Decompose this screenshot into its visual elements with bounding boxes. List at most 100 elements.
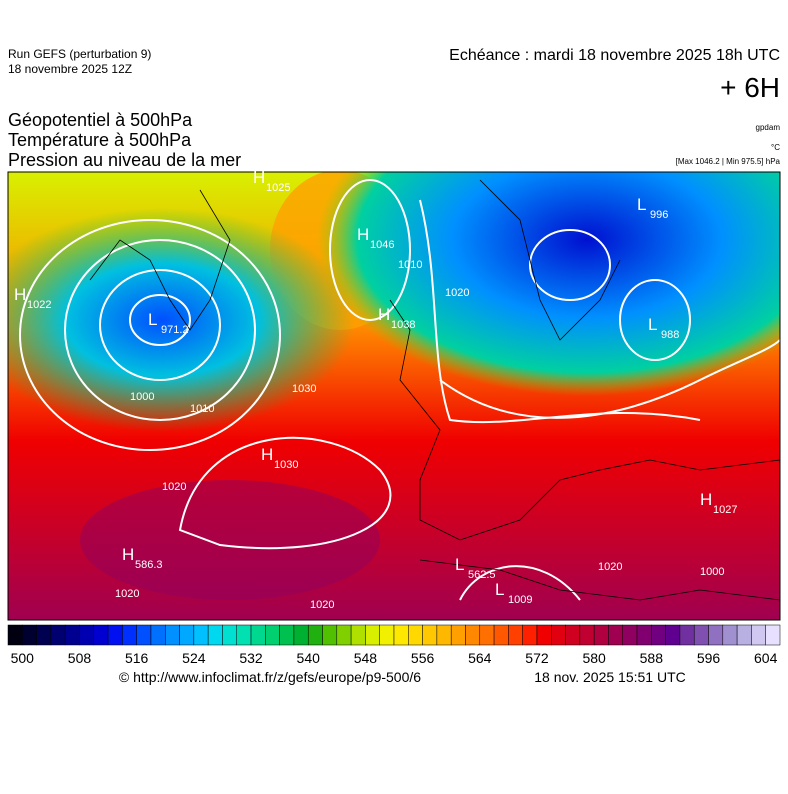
- map: [8, 172, 780, 620]
- unit: °C: [771, 143, 780, 152]
- field: Pression au niveau de la mer: [8, 150, 241, 170]
- colorbar-swatch: [179, 624, 195, 646]
- source: © http://www.infoclimat.fr/z/gefs/europe…: [119, 669, 421, 685]
- center-value: 1027: [713, 504, 737, 516]
- center-symbol: H: [122, 545, 134, 564]
- colorbar-swatch: [522, 624, 538, 646]
- colorbar-tick-label: 556: [411, 650, 435, 666]
- colorbar-swatch: [79, 624, 95, 646]
- colorbar-swatch: [122, 624, 137, 646]
- colorbar-swatch: [265, 624, 280, 646]
- colorbar-tick-label: 580: [582, 650, 606, 666]
- colorbar-swatch: [751, 624, 766, 646]
- center-value: 971.2: [161, 324, 189, 336]
- center-value: 586.3: [135, 559, 163, 571]
- colorbar-tick-label: 508: [68, 650, 92, 666]
- colorbar-swatch: [722, 624, 738, 646]
- colorbar-swatch: [465, 624, 481, 646]
- contour-label: 1000: [130, 391, 154, 403]
- colorbar-swatch: [693, 624, 709, 646]
- colorbar-tick-label: 548: [354, 650, 378, 666]
- colorbar-tick-label: 524: [182, 650, 206, 666]
- colorbar-swatch: [293, 624, 309, 646]
- colorbar-swatch: [222, 624, 237, 646]
- colorbar-tick-label: 516: [125, 650, 149, 666]
- colorbar-swatch: [665, 624, 681, 646]
- contour-label: 1030: [292, 383, 316, 395]
- contour-label: 1020: [115, 588, 139, 600]
- center-symbol: L: [495, 580, 504, 599]
- center-symbol: L: [648, 315, 657, 334]
- center-value: 1009: [508, 594, 532, 606]
- colorbar-swatch: [736, 624, 752, 646]
- colorbar-swatch: [422, 624, 438, 646]
- colorbar-swatch: [250, 624, 266, 646]
- colorbar-swatch: [608, 624, 623, 646]
- contour-label: 1020: [445, 287, 469, 299]
- contour-label: 1020: [310, 599, 334, 611]
- colorbar-swatch: [136, 624, 152, 646]
- colorbar-swatch: [207, 624, 223, 646]
- colorbar-swatch: [336, 624, 352, 646]
- colorbar-tick-label: 564: [468, 650, 492, 666]
- colorbar-swatch: [236, 624, 252, 646]
- center-symbol: L: [455, 555, 464, 574]
- colorbar-swatch: [579, 624, 595, 646]
- center-value: 562.5: [468, 569, 496, 581]
- center-symbol: H: [14, 285, 26, 304]
- contour-label: 1000: [700, 566, 724, 578]
- colorbar-swatch: [365, 624, 380, 646]
- colorbar-swatch: [165, 624, 180, 646]
- contour-label: 1020: [598, 561, 622, 573]
- colorbar-tick-label: 540: [297, 650, 321, 666]
- contour-label: 1020: [162, 481, 186, 493]
- center-value: 1025: [266, 182, 290, 194]
- colorbar-swatch: [150, 624, 166, 646]
- colorbar-swatch: [479, 624, 495, 646]
- colorbar-swatch: [450, 624, 466, 646]
- field: Température à 500hPa: [8, 130, 192, 150]
- map-frame: [7, 171, 781, 621]
- center-value: 988: [661, 329, 679, 341]
- center-symbol: H: [357, 225, 369, 244]
- colorbar-swatch: [565, 624, 581, 646]
- colorbar-swatch: [322, 624, 338, 646]
- colorbar-swatch: [408, 624, 423, 646]
- contour-label: 1010: [398, 259, 422, 271]
- center-symbol: H: [700, 490, 712, 509]
- colorbar-swatch: [107, 624, 123, 646]
- colorbar-swatch: [93, 624, 109, 646]
- colorbar-swatch: [493, 624, 509, 646]
- colorbar-swatch: [708, 624, 724, 646]
- colorbar-tick-label: 572: [525, 650, 549, 666]
- colorbar-swatch: [765, 624, 781, 646]
- colorbar-swatch: [536, 624, 552, 646]
- colorbar-tick-label: 532: [239, 650, 263, 666]
- offset: + 6H: [720, 72, 780, 103]
- center-symbol: H: [378, 305, 390, 324]
- generated: 18 nov. 2025 15:51 UTC: [534, 669, 686, 685]
- center-value: 1030: [274, 459, 298, 471]
- center-symbol: H: [261, 445, 273, 464]
- center-value: 1022: [27, 299, 51, 311]
- colorbar-swatch: [50, 624, 66, 646]
- colorbar-swatch: [193, 624, 209, 646]
- center-value: 1038: [391, 319, 415, 331]
- echeance: Echéance : mardi 18 novembre 2025 18h UT…: [449, 47, 780, 64]
- colorbar-swatch: [393, 624, 409, 646]
- colorbar-swatch: [64, 624, 80, 646]
- colorbar-swatch: [22, 624, 37, 646]
- colorbar-tick-label: 596: [697, 650, 721, 666]
- colorbar-swatch: [679, 624, 695, 646]
- colorbar-tick-label: 500: [11, 650, 35, 666]
- colorbar-swatch: [379, 624, 395, 646]
- colorbar-tick-label: 604: [754, 650, 778, 666]
- colorbar-swatch: [436, 624, 452, 646]
- colorbar-swatch: [651, 624, 666, 646]
- colorbar-tick-label: 588: [640, 650, 664, 666]
- field: Géopotentiel à 500hPa: [8, 110, 193, 130]
- colorbar-swatch: [551, 624, 566, 646]
- unit: [Max 1046.2 | Min 975.5] hPa: [676, 157, 781, 166]
- colorbar-swatch: [350, 624, 366, 646]
